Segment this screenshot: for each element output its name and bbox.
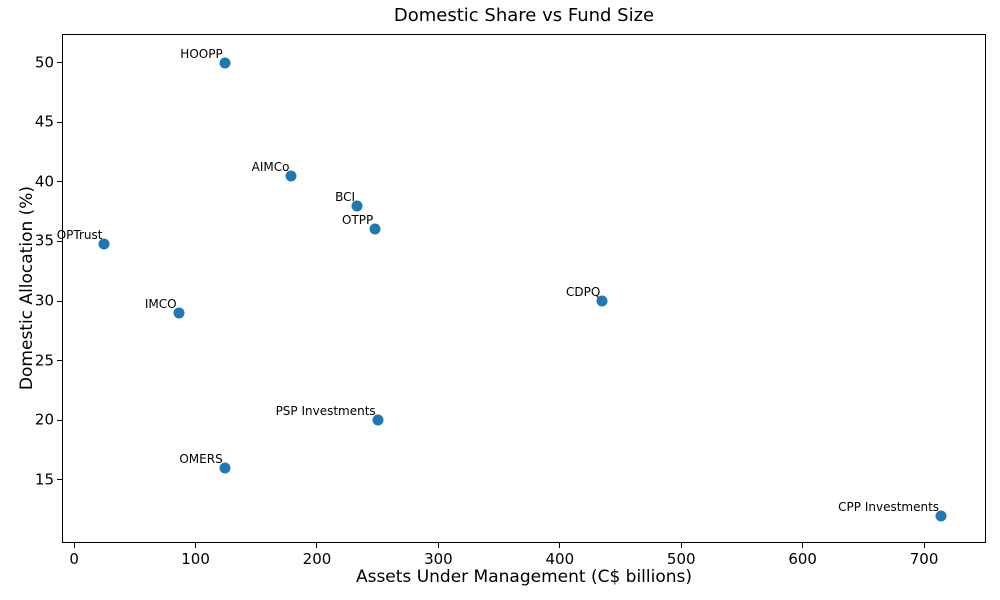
x-axis-label: Assets Under Management (C$ billions) (355, 567, 693, 587)
x-tick-mark (437, 543, 439, 548)
x-tick-label: 400 (545, 550, 575, 568)
y-tick-mark (57, 419, 62, 421)
data-point-aimco (285, 170, 297, 182)
x-tick-label: 500 (666, 550, 696, 568)
plot-area: 0 100 200 300 400 500 600 700 15 20 25 30 35 40 45 50 HO… (35, 34, 986, 567)
x-tick-label: 600 (788, 550, 817, 568)
data-point-bci (351, 200, 363, 212)
data-point-cdpq (596, 295, 608, 307)
data-point-hoopp (219, 57, 231, 69)
y-tick-mark (57, 300, 62, 302)
data-point-label: CDPQ (566, 285, 601, 300)
x-tick-label: 700 (909, 550, 939, 568)
x-tick-mark (680, 543, 682, 548)
data-point-cpp-investments (935, 510, 947, 522)
x-tick-label: 100 (181, 550, 210, 568)
y-tick-label: 50 (34, 53, 54, 72)
y-tick-label: 15 (34, 470, 54, 489)
y-tick-mark (57, 181, 62, 183)
data-point-optrust (98, 238, 110, 250)
y-tick-mark (57, 62, 62, 64)
axes-frame (62, 34, 986, 543)
data-point-label: OTPP (342, 213, 374, 228)
x-tick-mark (923, 543, 925, 548)
y-tick-mark (57, 360, 62, 362)
data-point-imco (173, 307, 185, 319)
y-tick-label: 20 (34, 410, 54, 429)
x-tick-label: 300 (424, 550, 453, 568)
x-tick-mark (73, 543, 75, 548)
y-tick-mark (57, 240, 62, 242)
x-tick-label: 200 (302, 550, 332, 568)
y-tick-mark (57, 121, 62, 123)
data-point-label: CPP Investments (838, 499, 940, 514)
x-tick-mark (802, 543, 804, 548)
x-tick-label: 0 (69, 550, 79, 568)
data-point-psp-investments (372, 414, 384, 426)
data-point-otpp (369, 223, 381, 235)
y-tick-label: 45 (34, 112, 54, 131)
data-point-label: OPTrust (56, 227, 103, 242)
data-point-label: PSP Investments (275, 404, 376, 419)
data-point-label: AIMCo (251, 159, 290, 174)
data-point-label: BCI (335, 189, 356, 204)
y-tick-label: 25 (34, 351, 54, 370)
y-tick-label: 40 (34, 172, 54, 191)
data-point-label: OMERS (179, 451, 223, 466)
y-tick-mark (57, 479, 62, 481)
x-tick-mark (316, 543, 318, 548)
data-point-omers (219, 462, 231, 474)
x-tick-mark (559, 543, 561, 548)
y-tick-label: 35 (34, 231, 54, 250)
y-tick-label: 30 (34, 291, 54, 310)
data-point-label: IMCO (144, 296, 177, 311)
x-tick-mark (195, 543, 197, 548)
chart-title: Domestic Share vs Fund Size (393, 5, 655, 26)
data-point-label: HOOPP (180, 46, 223, 61)
